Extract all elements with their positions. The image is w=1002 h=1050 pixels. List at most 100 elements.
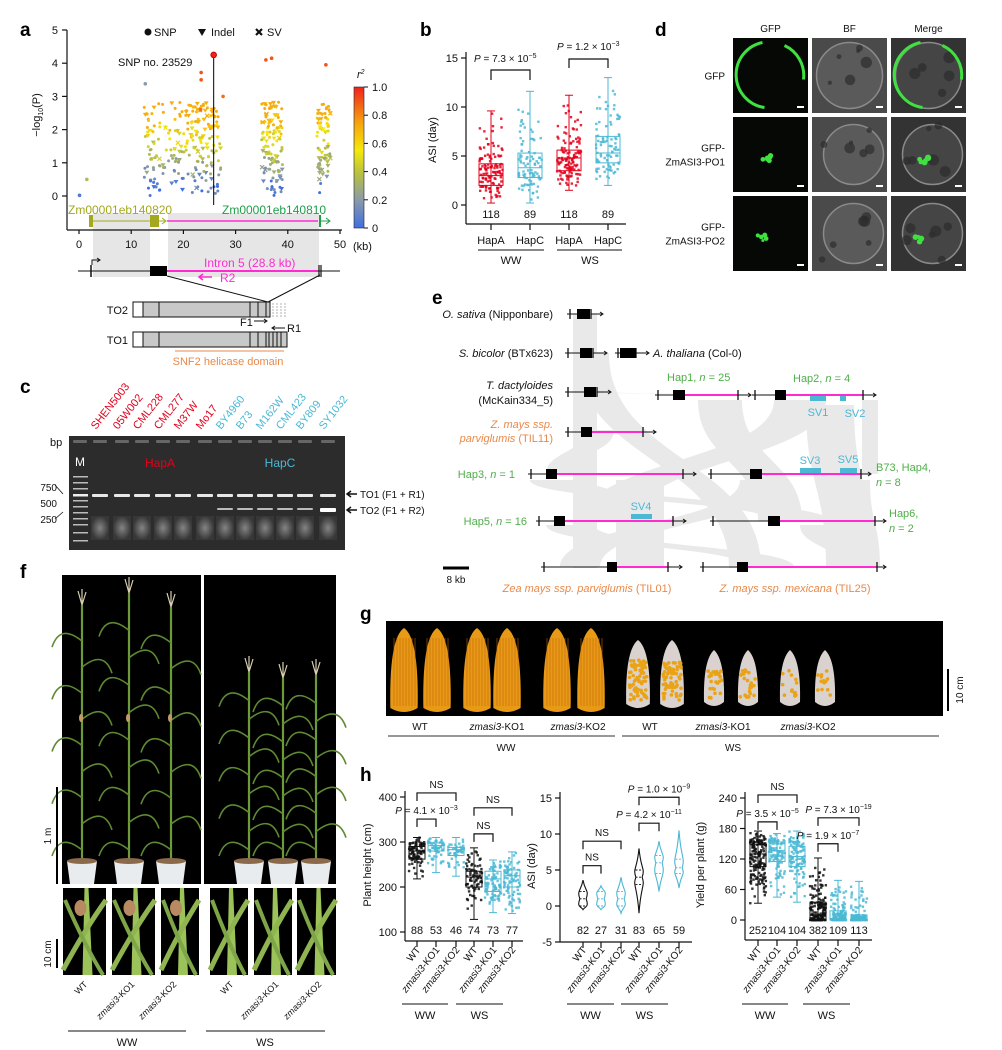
data-point: [820, 901, 824, 904]
data-point: [490, 196, 493, 199]
sv-block: [631, 514, 652, 519]
label-hap2: Hap2, n = 4: [793, 373, 850, 385]
data-point: [558, 182, 562, 185]
data-point: [754, 847, 758, 851]
kernel: [638, 660, 643, 664]
data-point: [794, 849, 798, 852]
genotype-label: zmasi3-KO2: [549, 722, 605, 733]
data-point: [754, 859, 757, 862]
data-point: [493, 884, 496, 887]
data-point: [574, 152, 577, 155]
kernel: [748, 683, 753, 688]
data-point: [769, 881, 772, 884]
data-point: [801, 846, 805, 849]
data-point: [439, 862, 443, 865]
data-point: [484, 186, 488, 189]
data-point: [764, 853, 767, 856]
data-point: [762, 854, 766, 857]
data-point: [860, 890, 863, 893]
snp-point: [169, 148, 173, 152]
indel-point: [151, 105, 157, 110]
data-point: [418, 836, 421, 839]
label-osativa: O. sativa (Nipponbare): [442, 309, 553, 321]
scale-bar: [797, 106, 804, 108]
data-point: [775, 873, 778, 876]
indel-point: [189, 121, 195, 126]
data-point: [822, 898, 825, 901]
data-point: [614, 142, 617, 145]
data-point: [479, 180, 482, 183]
snp-point: [194, 168, 198, 172]
data-point: [470, 868, 474, 872]
data-point: [473, 880, 476, 884]
x-tick-label: WT: [627, 945, 645, 964]
group-label-ww: WW: [117, 1037, 138, 1049]
label-sv2: SV2: [845, 408, 866, 420]
data-point: [824, 884, 828, 887]
data-point: [776, 888, 780, 892]
group-label-ws: WS: [818, 1010, 836, 1022]
x-tick-label: HapA: [555, 235, 583, 247]
data-point: [814, 866, 817, 870]
indel-point: [196, 172, 202, 177]
data-point: [526, 156, 529, 159]
data-point: [440, 840, 443, 843]
kernel: [816, 688, 820, 692]
gene-til01: [541, 562, 683, 572]
data-point: [802, 872, 806, 876]
data-point: [576, 140, 579, 143]
data-point: [796, 843, 799, 846]
data-point: [578, 137, 582, 140]
snp-point: [266, 151, 270, 155]
gene-til11: [565, 427, 657, 437]
data-point: [407, 847, 411, 851]
data-point: [762, 890, 766, 893]
data-point: [494, 865, 497, 869]
data-point: [607, 163, 610, 166]
snp-point: [201, 160, 205, 164]
data-point: [479, 185, 482, 188]
data-point: [571, 157, 574, 161]
snp-point: [162, 166, 166, 170]
kernel: [816, 673, 820, 677]
panel-d: d GFP BF MergeGFPGFP-ZmASI3-PO1GFP-ZmASI3-…: [655, 20, 966, 271]
gene-hap4: [708, 469, 872, 479]
data-point: [493, 898, 496, 901]
data-point: [420, 869, 423, 872]
data-point: [568, 151, 571, 154]
highlight-point: [324, 63, 328, 67]
snp-point: [271, 176, 275, 180]
sv-point: [260, 119, 266, 125]
data-point: [761, 876, 765, 879]
significance-bracket: [757, 821, 778, 830]
indel-point: [145, 133, 151, 138]
data-point: [755, 835, 758, 838]
data-point: [791, 846, 795, 849]
highlight-point: [85, 177, 89, 182]
data-point: [755, 832, 759, 835]
data-point: [470, 884, 474, 888]
data-point: [776, 850, 779, 853]
maize-ear: [543, 628, 571, 712]
micrograph: [812, 38, 887, 113]
data-point: [500, 117, 503, 120]
data-point: [772, 853, 775, 857]
data-point: [480, 871, 484, 875]
data-point: [523, 126, 526, 129]
gene-osativa: [567, 309, 604, 319]
data-point: [751, 850, 754, 853]
data-point: [749, 901, 752, 905]
data-point: [508, 903, 511, 906]
data-point: [416, 854, 419, 858]
snp-point: [280, 163, 284, 167]
data-point: [563, 165, 567, 169]
kernel: [662, 697, 666, 701]
snp-point: [316, 130, 320, 134]
violin: [634, 848, 644, 914]
data-point: [460, 847, 464, 851]
data-point: [536, 196, 540, 199]
